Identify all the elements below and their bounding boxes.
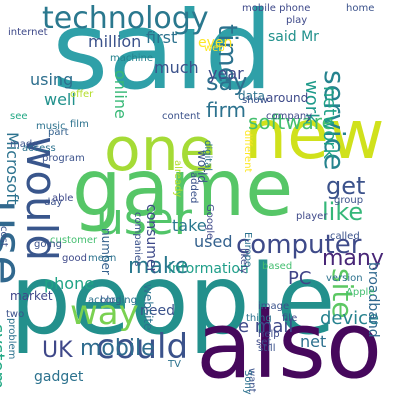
word-technology: technology bbox=[42, 1, 209, 36]
word-first: first bbox=[146, 28, 178, 47]
word-well: well bbox=[44, 90, 76, 109]
word-made: made bbox=[10, 139, 39, 150]
word-play: play bbox=[286, 15, 308, 26]
word-uk: UK bbox=[42, 338, 73, 363]
word-apple: Apple bbox=[346, 287, 375, 298]
word-set: set bbox=[256, 337, 272, 348]
word-said-mr: said Mr bbox=[268, 29, 319, 45]
word-much: much bbox=[154, 58, 199, 77]
word-take: take bbox=[172, 216, 207, 235]
word-also: also bbox=[196, 292, 383, 399]
word-still: still bbox=[258, 343, 276, 354]
word-part: part bbox=[48, 127, 69, 138]
word-machine: machine bbox=[110, 53, 153, 64]
word-show: show bbox=[242, 95, 268, 106]
word-e-mail: e mail bbox=[238, 316, 294, 337]
word-added: added bbox=[188, 172, 199, 204]
word-company: company bbox=[266, 111, 313, 122]
word-online: online bbox=[111, 70, 130, 119]
word-file: file bbox=[282, 313, 298, 324]
word-day: day bbox=[44, 197, 63, 208]
word-gadget: gadget bbox=[34, 369, 84, 385]
word-offer: offer bbox=[70, 89, 94, 100]
word-version: version bbox=[326, 273, 363, 284]
word-market: market bbox=[10, 289, 53, 303]
word-going: going bbox=[34, 239, 62, 250]
word-computer: computer bbox=[236, 230, 362, 260]
word-digital: digital bbox=[202, 140, 213, 172]
word-film: film bbox=[70, 119, 89, 130]
word-tv: TV bbox=[168, 359, 181, 370]
word-access: access bbox=[22, 143, 56, 154]
word-companies: companies bbox=[132, 212, 143, 267]
word-music: music bbox=[36, 121, 66, 132]
word-like: like bbox=[322, 198, 364, 226]
word-thing: thing bbox=[246, 313, 272, 324]
word-year: year bbox=[208, 64, 244, 83]
word-see: see bbox=[10, 111, 28, 122]
word-get: get bbox=[326, 172, 366, 200]
word-help: help bbox=[258, 329, 280, 340]
word-used: used bbox=[194, 232, 233, 251]
word-able: able bbox=[52, 193, 74, 204]
word-said: said bbox=[52, 0, 274, 114]
word-people: people bbox=[10, 244, 336, 356]
word-group: group bbox=[334, 195, 364, 206]
word-blog: blog bbox=[100, 295, 122, 306]
word-according: according bbox=[88, 295, 137, 306]
word-device: device bbox=[320, 308, 380, 329]
word-internet: internet bbox=[8, 27, 48, 38]
word-sony: Sony bbox=[242, 370, 253, 395]
word-mobile-phone: mobile phone bbox=[242, 3, 311, 14]
word-make: make bbox=[128, 254, 189, 279]
word-could: could bbox=[96, 327, 189, 367]
word-data: data bbox=[238, 89, 266, 103]
word-user: user bbox=[96, 194, 192, 245]
word-pc: PC bbox=[288, 268, 312, 289]
word-website: website bbox=[141, 284, 155, 331]
word-one: one bbox=[104, 115, 216, 185]
word-many: many bbox=[322, 246, 384, 271]
word-using: using bbox=[30, 70, 74, 89]
word-two: two bbox=[6, 309, 25, 320]
word-different: different bbox=[242, 130, 253, 173]
word-good: good bbox=[62, 253, 87, 264]
word-mobile: mobile bbox=[80, 336, 155, 361]
word-cost: cost bbox=[0, 226, 9, 247]
word-problem: problem bbox=[6, 318, 17, 360]
word-million: million bbox=[88, 32, 142, 51]
word-image: image bbox=[258, 301, 290, 312]
word-based: based bbox=[262, 261, 293, 272]
word-even: even bbox=[198, 35, 233, 51]
word-phone: phone bbox=[44, 274, 95, 293]
word-consumer: consumer bbox=[143, 204, 159, 274]
word-new: new bbox=[244, 96, 385, 175]
word-called: called bbox=[330, 231, 360, 242]
word-program: program bbox=[42, 153, 85, 164]
word-google: Google bbox=[204, 204, 215, 240]
word-home: home bbox=[346, 3, 375, 14]
word-broadband: broadband bbox=[365, 262, 381, 338]
word-say: say bbox=[206, 68, 248, 96]
word-network: network bbox=[319, 86, 340, 160]
word-information: information bbox=[168, 261, 249, 277]
word-already: already bbox=[172, 160, 183, 198]
word-software: software bbox=[248, 110, 334, 134]
word-around: around bbox=[266, 91, 309, 105]
word-firm: firm bbox=[206, 98, 246, 122]
word-need: need bbox=[140, 303, 175, 319]
word-player: player bbox=[296, 211, 328, 222]
word-web: web bbox=[204, 43, 225, 54]
word-customer: customer bbox=[50, 235, 98, 246]
word-game: game bbox=[72, 144, 294, 234]
word-number: number bbox=[99, 228, 113, 275]
word-way: way bbox=[70, 293, 139, 333]
word-mean: mean bbox=[88, 253, 117, 264]
word-net: net bbox=[300, 332, 327, 351]
word-likely: likely bbox=[238, 248, 249, 274]
word-content: content bbox=[162, 111, 201, 122]
